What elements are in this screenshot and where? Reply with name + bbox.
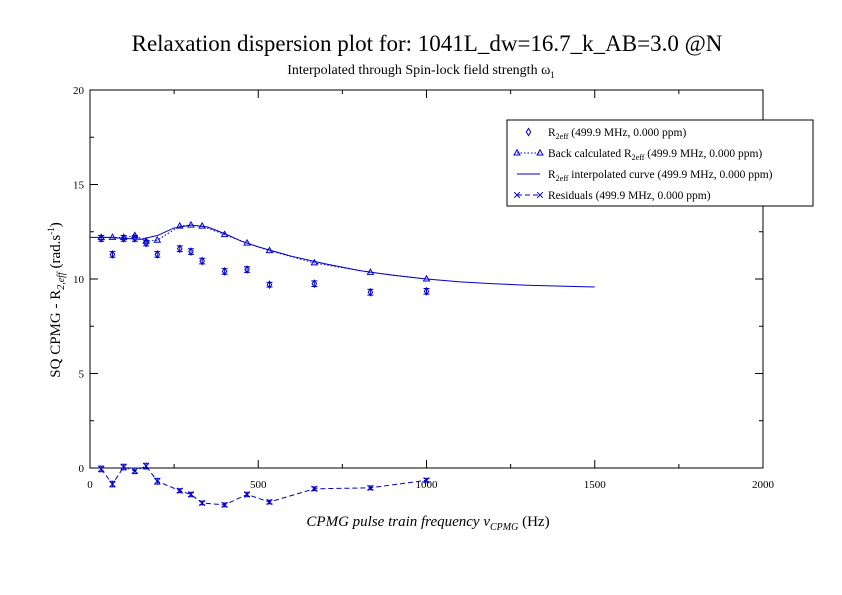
chart-subtitle: Interpolated through Spin-lock field str… [287, 63, 555, 80]
series-residuals [98, 462, 430, 509]
series-interpolated [90, 224, 595, 288]
x-axis-label: CPMG pulse train frequency νCPMG (Hz) [306, 514, 549, 533]
legend-marker-back_calculated [536, 148, 544, 156]
legend-entry-post: (499.9 MHz, 0.000 ppm) [568, 127, 686, 139]
data-point-residuals [109, 480, 116, 488]
y-tick-label: 5 [79, 369, 85, 381]
data-point-residuals [120, 463, 127, 471]
data-point-back_calculated [310, 258, 319, 266]
x-tick-label: 1000 [416, 479, 439, 491]
legend-entry-post: interpolated curve (499.9 MHz, 0.000 ppm… [568, 169, 772, 181]
y-tick-label: 0 [79, 463, 85, 475]
y-tick-label: 20 [73, 85, 85, 97]
data-point-residuals [243, 491, 251, 498]
data-point-measured [423, 286, 430, 296]
data-point-back_calculated [97, 233, 106, 240]
data-point-measured [199, 256, 205, 266]
data-point-residuals [221, 501, 228, 509]
data-point-residuals [154, 478, 161, 485]
data-point-residuals [187, 491, 195, 498]
data-point-back_calculated [198, 221, 207, 229]
data-point-measured [367, 287, 374, 297]
legend: R2eff (499.9 MHz, 0.000 ppm)Back calcula… [506, 119, 814, 207]
legend-entry-pre: R [548, 169, 556, 181]
legend-entry-sub: 2eff [632, 153, 645, 162]
x-tick-label: 1500 [584, 479, 607, 491]
legend-marker-residuals [513, 191, 521, 199]
legend-entry-post: (499.9 MHz, 0.000 ppm) [644, 148, 762, 160]
y-tick-label: 10 [73, 274, 85, 286]
legend-marker-residuals [536, 191, 544, 199]
y-axis-label-sub: 2,eff [56, 271, 67, 290]
data-point-measured [109, 249, 116, 259]
data-point-measured [154, 249, 161, 259]
data-point-residuals [131, 467, 139, 474]
legend-entry-sub: 2eff [556, 132, 569, 141]
error-bar-measured [266, 281, 273, 288]
data-point-measured [311, 279, 318, 289]
x-axis-label-prefix: CPMG pulse train frequency ν [306, 514, 490, 530]
legend-marker-measured [525, 127, 532, 137]
data-point-back_calculated [119, 233, 128, 240]
data-point-residuals [266, 498, 273, 506]
x-tick-label: 500 [250, 479, 267, 491]
legend-entry-back_calculated: Back calculated R2eff (499.9 MHz, 0.000 … [548, 148, 762, 162]
legend-entry-interpolated: R2eff interpolated curve (499.9 MHz, 0.0… [548, 169, 773, 183]
data-point-residuals [199, 499, 206, 507]
legend-entry-pre: Back calculated R [548, 148, 632, 160]
x-axis-label-sub: CPMG [490, 522, 518, 533]
axes-layer: 0 500 1000 1500 2000 0 5 10 15 20 [73, 85, 775, 491]
data-point-back_calculated [175, 221, 184, 229]
data-point-back_calculated [187, 220, 195, 228]
data-point-back_calculated [142, 236, 150, 244]
y-axis-label-prefix: SQ CPMG - R [48, 290, 64, 378]
legend-box [506, 119, 814, 207]
chart-title: Relaxation dispersion plot for: 1041L_dw… [132, 31, 723, 56]
data-point-residuals [423, 477, 430, 484]
legend-marker-back_calculated [513, 148, 521, 156]
data-point-measured [176, 244, 183, 254]
data-point-measured [188, 247, 194, 257]
legend-entry-residuals: Residuals (499.9 MHz, 0.000 ppm) [548, 190, 711, 202]
data-point-residuals [98, 465, 105, 473]
data-point-back_calculated [108, 233, 117, 240]
data-point-residuals [176, 487, 183, 494]
chart-subtitle-sub: 1 [550, 70, 555, 80]
legend-entry-pre: Residuals (499.9 MHz, 0.000 ppm) [548, 190, 711, 202]
x-axis-label-suffix: (Hz) [518, 514, 549, 530]
legend-entry-measured: R2eff (499.9 MHz, 0.000 ppm) [548, 127, 686, 141]
data-point-measured [266, 280, 273, 290]
series-line-residuals [100, 465, 427, 506]
chart-subtitle-text: Interpolated through Spin-lock field str… [287, 63, 550, 78]
data-point-residuals [311, 485, 318, 492]
data-point-back_calculated [130, 231, 139, 239]
x-tick-label: 0 [87, 479, 93, 491]
y-tick-label: 15 [73, 180, 85, 192]
data-point-measured [143, 238, 149, 248]
y-axis-label-sup: -1 [46, 227, 56, 235]
y-axis-label-suffix: (rad.s [48, 235, 64, 273]
data-point-measured [221, 267, 228, 276]
data-point-residuals [367, 484, 374, 491]
data-point-back_calculated [153, 236, 162, 243]
y-axis-label: SQ CPMG - R2,eff (rad.s-1) [46, 222, 67, 377]
legend-entry-sub: 2eff [556, 174, 569, 183]
series-line-interpolated [90, 224, 595, 288]
data-layer [90, 220, 595, 509]
data-point-measured [244, 265, 250, 274]
y-axis-label-end: ) [48, 222, 64, 227]
data-point-residuals [142, 462, 150, 470]
legend-entry-pre: R [548, 127, 556, 139]
x-tick-label: 2000 [752, 479, 775, 491]
